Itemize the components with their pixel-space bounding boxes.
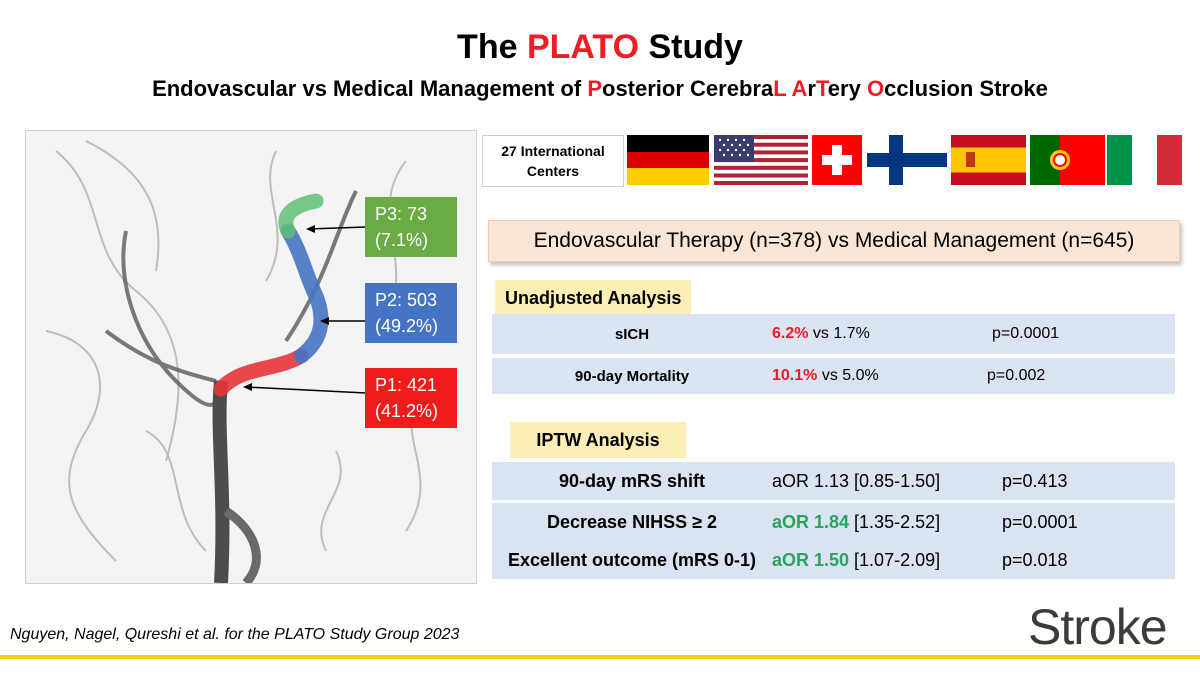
- segment-box-p1: P1: 421 (41.2%): [365, 368, 457, 428]
- comparison-banner: Endovascular Therapy (n=378) vs Medical …: [488, 220, 1180, 262]
- row-pvalue: p=0.002: [987, 367, 1046, 384]
- page-title: The PLATO Study: [457, 28, 743, 66]
- unadjusted-analysis-label: Unadjusted Analysis: [495, 280, 692, 316]
- row-pvalue: p=0.0001: [1002, 511, 1078, 532]
- table-row: 90-day mRS shift aOR 1.13 [0.85-1.50] p=…: [492, 462, 1175, 500]
- row-label: Decrease NIHSS ≥ 2: [547, 511, 717, 532]
- row-label: 90-day mRS shift: [558, 470, 706, 491]
- table-row: 90-day Mortality 10.1% vs 5.0% p=0.002: [492, 358, 1175, 394]
- table-row: sICH 6.2% vs 1.7% p=0.0001: [492, 314, 1175, 354]
- iptw-analysis-label: IPTW Analysis: [510, 422, 686, 458]
- row-pvalue: p=0.413: [1002, 470, 1068, 491]
- segment-box-p3: P3: 73 (7.1%): [365, 197, 457, 257]
- row-value: aOR 1.50 [1.07-2.09]: [772, 549, 941, 570]
- footer-divider: [0, 655, 1200, 659]
- stroke-journal-logo: Stroke: [1028, 599, 1168, 655]
- spain-flag: [951, 135, 1026, 185]
- portugal-flag: [1030, 135, 1105, 185]
- row-value: 6.2% vs 1.7%: [772, 325, 870, 342]
- row-pvalue: p=0.0001: [992, 325, 1060, 342]
- row-value: aOR 1.13 [0.85-1.50]: [772, 470, 941, 491]
- title-highlight: PLATO: [526, 28, 640, 66]
- page-subtitle: Endovascular vs Medical Management of Po…: [152, 76, 1048, 101]
- row-value: aOR 1.84 [1.35-2.52]: [772, 511, 941, 532]
- finland-flag: [867, 135, 947, 185]
- table-row: Excellent outcome (mRS 0-1) aOR 1.50 [1.…: [492, 541, 1175, 579]
- centers-box: 27 International Centers: [482, 135, 624, 187]
- germany-flag: [627, 135, 709, 185]
- row-label: Excellent outcome (mRS 0-1): [507, 549, 757, 570]
- row-pvalue: p=0.018: [1002, 549, 1068, 570]
- usa-flag: [714, 135, 808, 185]
- row-value: 10.1% vs 5.0%: [772, 367, 879, 384]
- segment-box-p2: P2: 503 (49.2%): [365, 283, 457, 343]
- table-row: Decrease NIHSS ≥ 2 aOR 1.84 [1.35-2.52] …: [492, 503, 1175, 541]
- row-label: 90-day Mortality: [574, 367, 690, 385]
- row-label: sICH: [614, 325, 650, 343]
- citation-footer: Nguyen, Nagel, Qureshi et al. for the PL…: [10, 626, 460, 643]
- switzerland-flag: [812, 135, 862, 185]
- italy-flag: [1107, 135, 1182, 185]
